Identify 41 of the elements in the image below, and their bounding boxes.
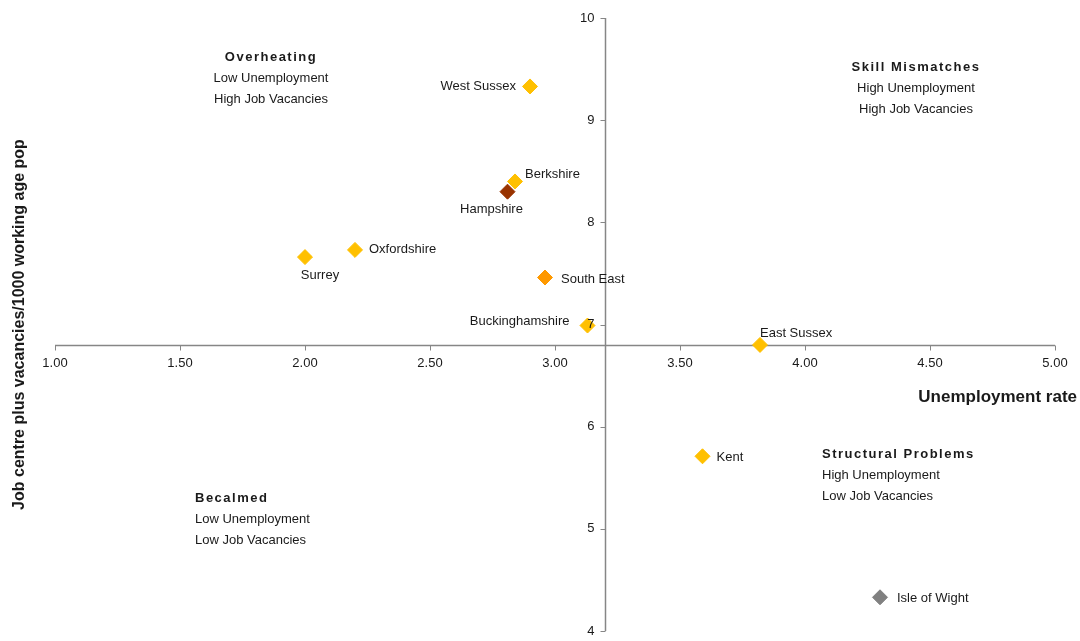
x-axis-title: Unemployment rate <box>918 387 1077 407</box>
x-tick-label: 2.50 <box>417 354 443 370</box>
x-tick-label: 3.00 <box>542 354 568 370</box>
series-label: Isle of Wight <box>897 589 969 605</box>
point <box>694 448 711 465</box>
point <box>522 78 538 95</box>
x-tick-label: 1.50 <box>167 354 193 370</box>
y-tick-label: 6 <box>587 418 595 434</box>
y-tick-label: 7 <box>587 316 595 332</box>
y-tick-label: 4 <box>587 622 595 638</box>
y-tick-label: 5 <box>587 520 595 536</box>
point <box>347 241 363 258</box>
series-label: South East <box>561 271 625 287</box>
annotation: Becalmed Low Unemployment Low Job Vacancies <box>195 490 311 548</box>
y-tick-label: 10 <box>580 9 595 25</box>
series-label: Berkshire <box>525 166 580 182</box>
series-label: Oxfordshire <box>369 241 437 257</box>
x-tick-label: 3.50 <box>667 354 693 370</box>
x-tick-label: 2.00 <box>292 354 318 370</box>
point <box>752 336 768 353</box>
series-label: Surrey <box>300 266 340 282</box>
x-tick-label: 4.00 <box>792 354 818 370</box>
point <box>507 173 523 190</box>
series-label: Buckinghamshire <box>469 313 570 329</box>
annotation: Skill Mismatches High Unemployment High Job Vacancies <box>851 59 981 117</box>
annotation: Structural Problems High Unemployment Low Job Vacancies <box>822 446 975 504</box>
x-tick-label: 1.00 <box>42 354 68 370</box>
series-label: Hampshire <box>460 201 523 217</box>
point <box>537 269 553 286</box>
y-tick-label: 8 <box>587 213 595 229</box>
point <box>297 249 313 266</box>
y-tick-label: 9 <box>587 111 595 127</box>
x-tick-label: 4.50 <box>917 354 943 370</box>
y-axis-title: Job centre plus vacancies/1000 working age pop <box>10 138 28 510</box>
series-label: Kent <box>716 448 744 464</box>
series-label: West Sussex <box>440 78 517 94</box>
annotation: Overheating Low Unemployment High Job Vacancies <box>213 49 329 107</box>
point <box>499 183 516 200</box>
x-tick-label: 5.00 <box>1042 354 1068 370</box>
point <box>872 589 888 606</box>
series-label: East Sussex <box>760 324 833 340</box>
